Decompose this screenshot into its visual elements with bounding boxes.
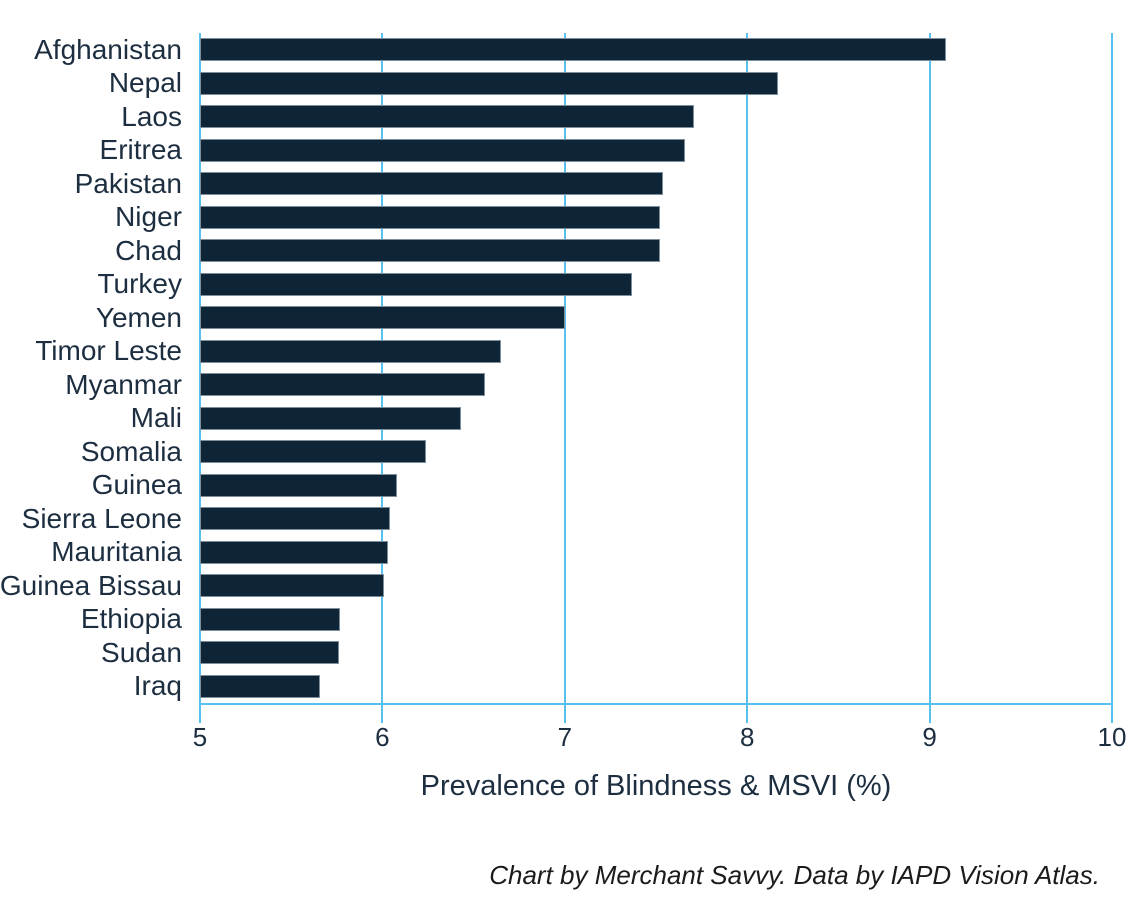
bar <box>200 38 947 62</box>
x-tick-label: 8 <box>739 722 755 752</box>
bar <box>200 105 695 129</box>
category-label: Mali <box>130 402 182 434</box>
x-tick-label: 10 <box>1097 722 1127 752</box>
category-label: Guinea <box>91 469 182 501</box>
category-label: Chad <box>115 234 182 266</box>
bar <box>200 138 686 162</box>
x-tick-mark <box>563 703 566 723</box>
x-tick-mark <box>381 703 384 723</box>
bar <box>200 406 461 430</box>
category-label: Myanmar <box>65 368 182 400</box>
category-label: Eritrea <box>99 134 182 166</box>
grid-layer <box>199 33 1113 703</box>
bar <box>200 239 660 263</box>
bar <box>200 440 427 464</box>
gridline <box>381 33 384 703</box>
category-label: Laos <box>121 100 182 132</box>
category-label: Afghanistan <box>34 33 182 65</box>
gridline <box>1111 33 1113 703</box>
gridline <box>199 33 201 703</box>
gridline <box>928 33 931 703</box>
bar <box>200 641 339 665</box>
category-label: Turkey <box>97 268 182 300</box>
bar <box>200 71 779 95</box>
bar <box>200 507 390 531</box>
bar <box>200 540 388 564</box>
x-tick-label: 6 <box>375 722 390 752</box>
x-tick-mark <box>746 703 749 723</box>
bar <box>200 473 397 497</box>
x-tick-mark <box>928 703 931 723</box>
category-label: Yemen <box>95 301 182 333</box>
category-label: Iraq <box>133 670 182 702</box>
category-label: Guinea Bissau <box>0 569 182 601</box>
bars-layer <box>200 33 1112 703</box>
category-labels: Afghanistan Nepal Laos Eritrea Pakistan Niger… <box>0 33 182 703</box>
category-label: Nepal <box>108 67 182 99</box>
x-tick-mark <box>199 703 201 723</box>
category-label: Ethiopia <box>80 603 182 635</box>
bar <box>200 272 633 296</box>
category-label: Pakistan <box>74 167 182 199</box>
x-axis-title: Prevalence of Blindness & MSVI (%) <box>420 770 892 802</box>
bar <box>200 607 341 631</box>
x-tick-label: 5 <box>192 722 208 752</box>
x-tick-label: 7 <box>557 722 573 752</box>
chart-credit: Chart by Merchant Savvy. Data by IAPD Vi… <box>489 860 1100 890</box>
bar <box>200 373 485 397</box>
category-label: Somalia <box>80 435 182 467</box>
gridline <box>746 33 749 703</box>
category-label: Niger <box>115 201 182 233</box>
category-label: Sierra Leone <box>21 502 182 534</box>
x-tick-mark <box>1111 703 1113 723</box>
bar <box>200 674 321 698</box>
bar <box>200 339 501 363</box>
x-axis-line <box>199 703 1113 705</box>
category-label: Sudan <box>101 636 182 668</box>
category-label: Timor Leste <box>35 335 182 367</box>
bar <box>200 172 664 196</box>
gridline <box>563 33 566 703</box>
x-tick-label: 9 <box>922 722 937 752</box>
bar <box>200 306 565 330</box>
category-label: Mauritania <box>51 536 182 568</box>
bar <box>200 574 385 598</box>
bar <box>200 205 660 229</box>
